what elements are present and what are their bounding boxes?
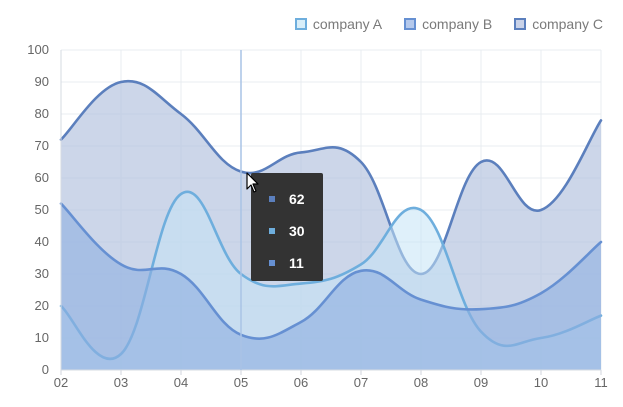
- x-tick-label: 10: [534, 375, 548, 390]
- x-tick-label: 06: [294, 375, 308, 390]
- tooltip: 62 30 11: [251, 173, 323, 281]
- x-tick-label: 11: [594, 375, 608, 390]
- x-tick-label: 02: [54, 375, 68, 390]
- legend-item-company-c[interactable]: company C: [514, 16, 603, 32]
- tooltip-row: 62: [269, 183, 323, 215]
- x-tick-label: 07: [354, 375, 368, 390]
- tooltip-value: 62: [289, 191, 305, 207]
- legend-label-company-b: company B: [422, 16, 493, 32]
- y-tick-label: 20: [35, 298, 49, 313]
- y-tick-label: 40: [35, 234, 49, 249]
- legend-label-company-a: company A: [312, 16, 383, 32]
- x-tick-label: 09: [474, 375, 488, 390]
- tooltip-dot: [269, 196, 275, 202]
- y-tick-label: 80: [35, 106, 49, 121]
- series-line-company-b: [59, 202, 603, 340]
- legend: company A company B company C: [294, 16, 603, 32]
- x-tick-label: 05: [234, 375, 248, 390]
- legend-swatch-company-a: [294, 18, 307, 30]
- y-tick-label: 60: [35, 170, 49, 185]
- y-tick-label: 30: [35, 266, 49, 281]
- y-tick-label: 100: [27, 42, 49, 57]
- series-area-company-b: [61, 203, 601, 370]
- legend-item-company-b[interactable]: company B: [404, 16, 492, 32]
- legend-swatch-company-b: [404, 18, 417, 30]
- x-tick-label: 04: [174, 375, 188, 390]
- y-tick-label: 50: [35, 202, 49, 217]
- tooltip-value: 11: [289, 255, 304, 271]
- tooltip-dot: [269, 228, 275, 234]
- legend-label-company-c: company C: [532, 16, 603, 32]
- y-tick-label: 0: [42, 362, 49, 377]
- x-tick-label: 03: [114, 375, 128, 390]
- y-tick-label: 70: [35, 138, 49, 153]
- tooltip-value: 30: [289, 223, 305, 239]
- tooltip-row: 11: [269, 247, 323, 279]
- tooltip-dot: [269, 260, 275, 266]
- legend-item-company-a[interactable]: company A: [294, 16, 383, 32]
- y-tick-label: 90: [35, 74, 49, 89]
- x-tick-label: 08: [414, 375, 428, 390]
- mouse-pointer-icon: [246, 172, 260, 199]
- legend-swatch-company-c: [514, 18, 527, 30]
- y-tick-label: 10: [35, 330, 49, 345]
- series-line-company-c: [59, 79, 603, 276]
- tooltip-row: 30: [269, 215, 323, 247]
